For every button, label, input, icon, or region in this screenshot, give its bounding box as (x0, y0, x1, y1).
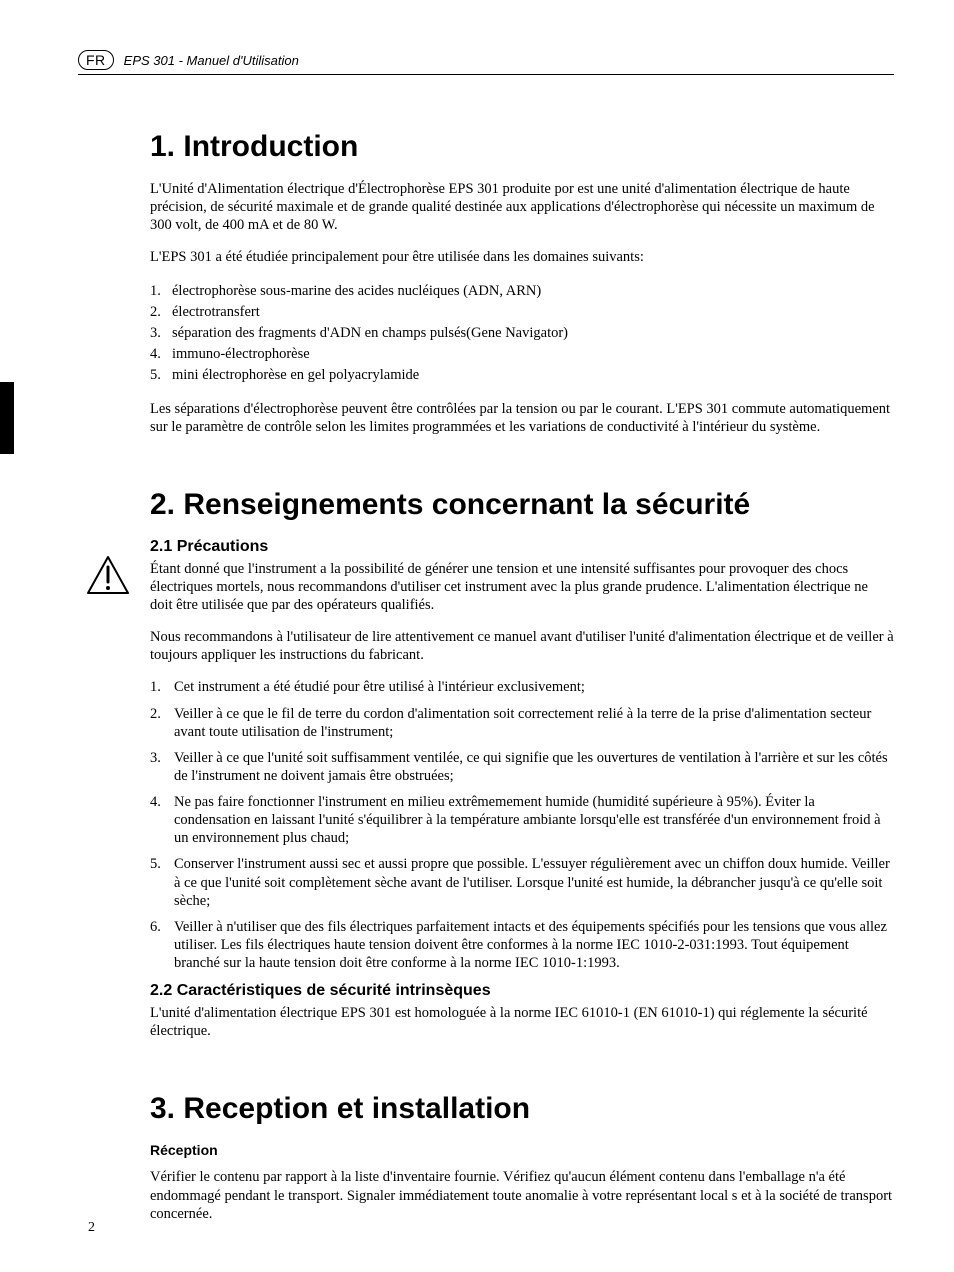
page-number: 2 (88, 1220, 95, 1236)
list-number: 2. (150, 302, 172, 323)
doc-title: EPS 301 - Manuel d'Utilisation (124, 53, 299, 68)
list-number: 5. (150, 365, 172, 386)
list-number: 1. (150, 281, 172, 302)
list-number: 3. (150, 323, 172, 344)
list-number: 3. (150, 749, 174, 785)
list-item: électrophorèse sous-marine des acides nu… (172, 281, 541, 302)
section-2-2-title: 2.2 Caractéristiques de sécurité intrins… (150, 982, 894, 1000)
list-number: 1. (150, 678, 174, 696)
section-3-sub: Réception (150, 1142, 894, 1158)
list-item: Conserver l'instrument aussi sec et auss… (174, 855, 894, 909)
section-3-title: 3. Reception et installation (150, 1092, 894, 1126)
list-item: immuno-électrophorèse (172, 344, 310, 365)
list-item: Ne pas faire fonctionner l'instrument en… (174, 793, 894, 847)
list-number: 4. (150, 344, 172, 365)
list-item: Veiller à n'utiliser que des fils électr… (174, 918, 894, 972)
s3-p1: Vérifier le contenu par rapport à la lis… (150, 1168, 894, 1222)
side-tab (0, 382, 14, 454)
language-badge: FR (78, 50, 114, 70)
warning-icon (86, 555, 130, 600)
list-item: Veiller à ce que l'unité soit suffisamme… (174, 749, 894, 785)
s1-p1: L'Unité d'Alimentation électrique d'Élec… (150, 180, 894, 234)
list-item: séparation des fragments d'ADN en champs… (172, 323, 568, 344)
list-item: électrotransfert (172, 302, 260, 323)
list-number: 5. (150, 855, 174, 909)
applications-list: 1.électrophorèse sous-marine des acides … (150, 281, 894, 386)
list-number: 6. (150, 918, 174, 972)
section-2-title: 2. Renseignements concernant la sécurité (150, 488, 894, 522)
s21-p1: Étant donné que l'instrument a la possib… (150, 560, 894, 614)
s22-p1: L'unité d'alimentation électrique EPS 30… (150, 1004, 894, 1040)
s21-p2: Nous recommandons à l'utilisateur de lir… (150, 628, 894, 664)
list-number: 2. (150, 705, 174, 741)
section-2-1-title: 2.1 Précautions (150, 538, 894, 556)
s1-p3: Les séparations d'électrophorèse peuvent… (150, 400, 894, 436)
page-content: 1. Introduction L'Unité d'Alimentation é… (150, 130, 894, 1223)
list-item: mini électrophorèse en gel polyacrylamid… (172, 365, 419, 386)
s1-p2: L'EPS 301 a été étudiée principalement p… (150, 248, 894, 266)
list-number: 4. (150, 793, 174, 847)
precautions-list: 1.Cet instrument a été étudié pour être … (150, 678, 894, 972)
page-header: FR EPS 301 - Manuel d'Utilisation (78, 50, 894, 70)
header-rule (78, 74, 894, 75)
list-item: Cet instrument a été étudié pour être ut… (174, 678, 585, 696)
section-1-title: 1. Introduction (150, 130, 894, 164)
list-item: Veiller à ce que le fil de terre du cord… (174, 705, 894, 741)
